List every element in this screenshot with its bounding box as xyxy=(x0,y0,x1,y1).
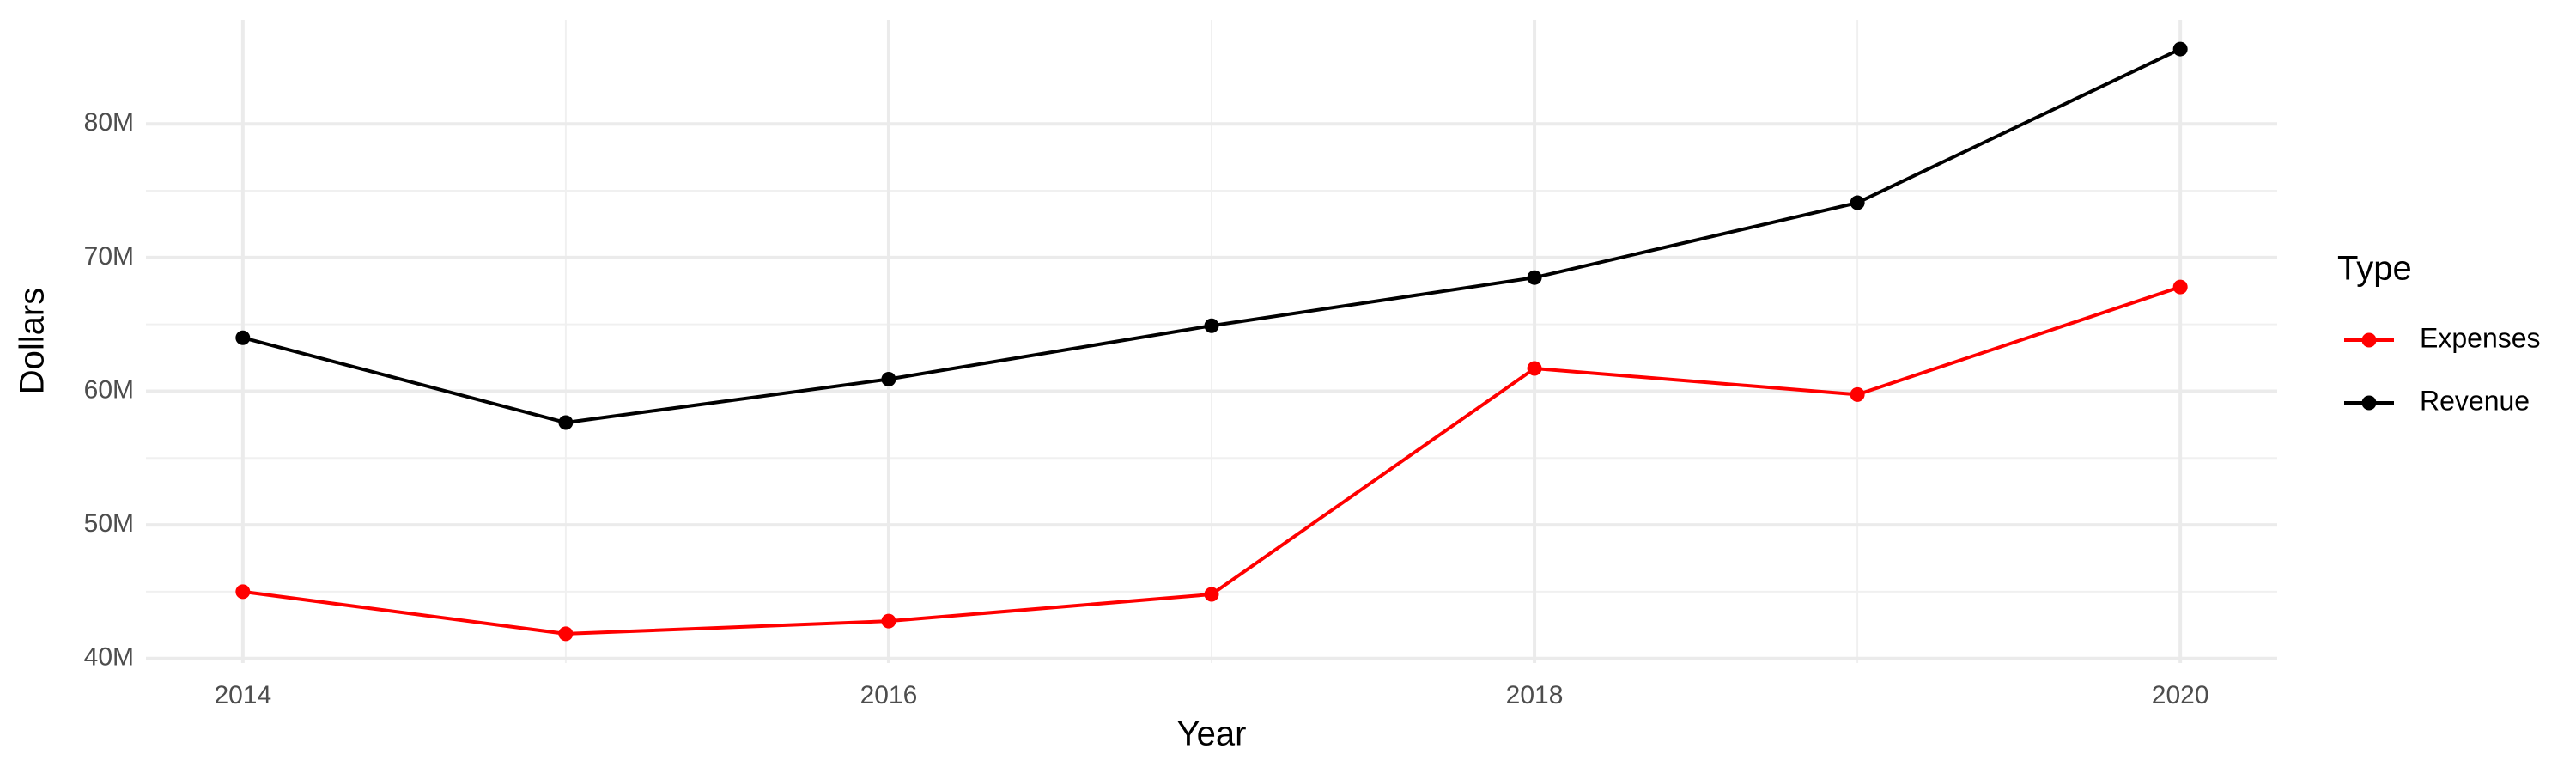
x-tick-label: 2018 xyxy=(1506,681,1564,709)
data-point xyxy=(1527,270,1542,285)
y-tick-label: 40M xyxy=(84,643,134,672)
y-tick-label: 80M xyxy=(84,108,134,137)
data-point xyxy=(1204,587,1219,602)
data-point xyxy=(235,330,251,345)
legend-title: Type xyxy=(2337,250,2412,288)
data-point xyxy=(2172,279,2188,295)
data-point xyxy=(881,613,896,629)
x-axis-title: Year xyxy=(1177,715,1247,753)
data-point xyxy=(558,415,574,430)
x-tick-label: 2016 xyxy=(860,681,918,709)
y-axis-title: Dollars xyxy=(14,288,52,394)
x-tick-label: 2014 xyxy=(214,681,271,709)
y-tick-label: 70M xyxy=(84,242,134,271)
x-tick-label: 2020 xyxy=(2152,681,2209,709)
legend-label: Revenue xyxy=(2420,385,2530,416)
y-tick-label: 60M xyxy=(84,375,134,404)
data-point xyxy=(1850,386,1865,402)
data-point xyxy=(558,626,574,642)
legend-key-point xyxy=(2361,395,2377,411)
data-point xyxy=(881,371,896,386)
data-point xyxy=(1850,195,1865,210)
data-point xyxy=(1527,361,1542,376)
data-point xyxy=(235,584,251,600)
y-tick-label: 50M xyxy=(84,509,134,538)
data-point xyxy=(2172,41,2188,57)
legend-key-point xyxy=(2361,332,2377,348)
data-point xyxy=(1204,318,1219,333)
legend-label: Expenses xyxy=(2420,322,2541,353)
